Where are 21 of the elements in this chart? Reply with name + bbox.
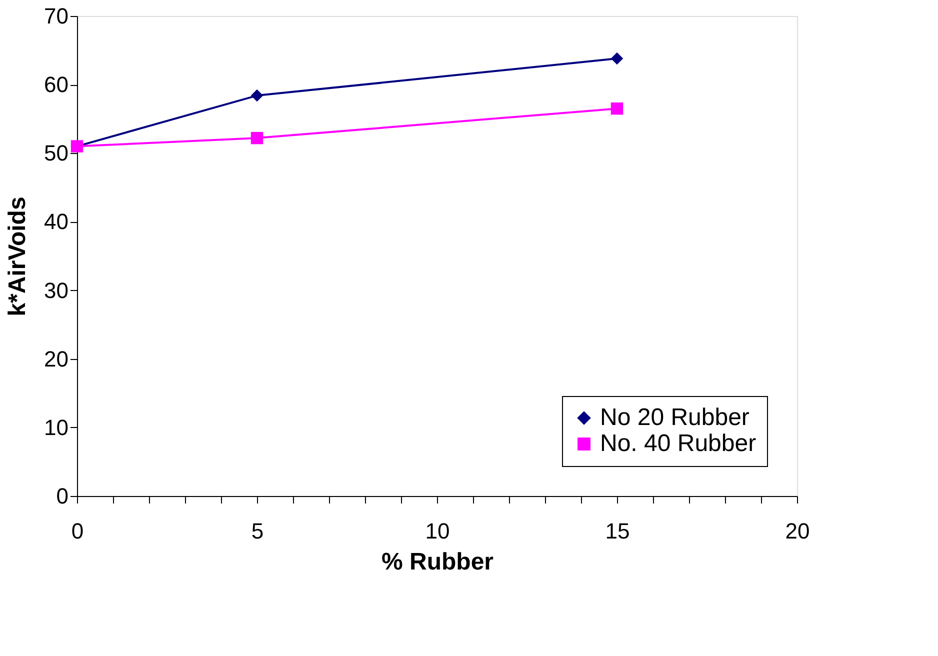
x-axis-title: % Rubber [381,548,494,576]
point [250,89,264,102]
x-tick-label: 10 [425,518,450,544]
legend-label: No 20 Rubber [600,404,750,431]
y-axis-title: k*AirVoids [4,196,32,316]
x-tick-label: 5 [251,518,264,544]
y-tick-label: 60 [44,72,68,98]
y-tick-label: 70 [44,4,68,28]
legend-label: No. 40 Rubber [600,430,756,457]
y-tick-label: 30 [44,278,68,303]
x-tick-label: 0 [71,518,84,544]
y-tick-label: 40 [44,209,68,234]
x-tick-label: 15 [605,518,630,544]
y-tick-label: 20 [44,346,68,372]
y-tick-label: 50 [44,140,68,166]
x-tick-label: 20 [785,518,810,544]
y-tick-label: 10 [44,414,68,440]
point [610,52,624,65]
y-tick-label: 0 [56,484,68,508]
point [250,132,264,144]
point [610,102,624,115]
